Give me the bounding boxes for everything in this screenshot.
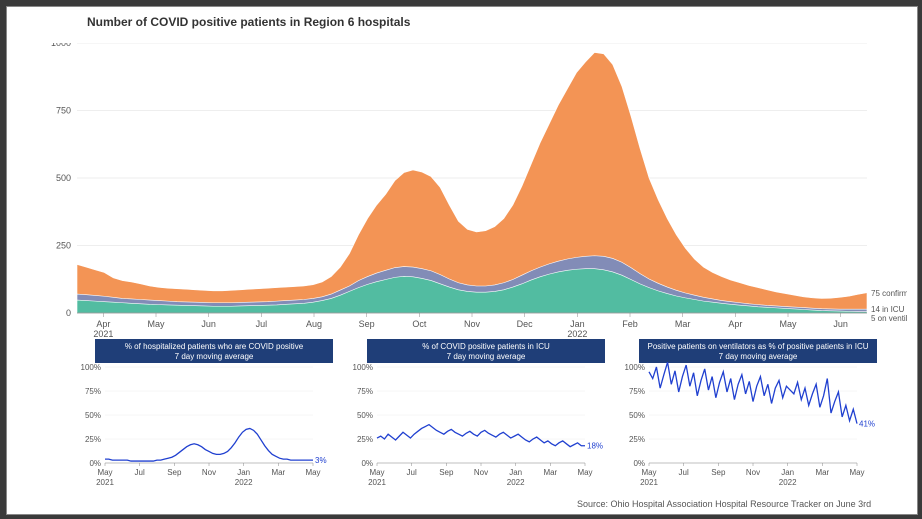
svg-text:Sep: Sep <box>439 468 454 477</box>
small-chart-0: % of hospitalized patients who are COVID… <box>77 339 333 489</box>
svg-text:Sep: Sep <box>359 319 375 329</box>
svg-text:May: May <box>577 468 592 477</box>
svg-text:2022: 2022 <box>567 329 587 339</box>
svg-text:Jul: Jul <box>256 319 268 329</box>
svg-text:May: May <box>97 468 112 477</box>
svg-text:100%: 100% <box>353 363 373 372</box>
svg-text:Dec: Dec <box>517 319 534 329</box>
svg-text:Oct: Oct <box>412 319 427 329</box>
svg-text:250: 250 <box>56 241 71 251</box>
svg-text:May: May <box>305 468 320 477</box>
svg-text:50%: 50% <box>629 411 645 420</box>
small-chart-2: Positive patients on ventilators as % of… <box>621 339 877 489</box>
svg-text:May: May <box>147 319 165 329</box>
svg-text:75%: 75% <box>629 387 645 396</box>
svg-text:18%: 18% <box>587 442 603 451</box>
svg-text:25%: 25% <box>357 435 373 444</box>
svg-text:Apr: Apr <box>96 319 110 329</box>
svg-text:14 in ICU: 14 in ICU <box>871 305 905 314</box>
svg-text:2021: 2021 <box>93 329 113 339</box>
svg-text:Mar: Mar <box>543 468 557 477</box>
svg-text:2021: 2021 <box>368 478 386 487</box>
svg-text:2021: 2021 <box>96 478 114 487</box>
svg-text:Jan: Jan <box>237 468 250 477</box>
svg-text:Nov: Nov <box>464 319 481 329</box>
svg-text:1000: 1000 <box>51 43 71 48</box>
svg-text:Jan: Jan <box>509 468 522 477</box>
svg-text:Jun: Jun <box>833 319 848 329</box>
svg-text:3%: 3% <box>315 456 327 465</box>
svg-text:75 confirmed: 75 confirmed <box>871 289 907 298</box>
svg-text:Jul: Jul <box>407 468 417 477</box>
svg-text:0%: 0% <box>89 459 101 468</box>
svg-text:2022: 2022 <box>779 478 797 487</box>
svg-text:Jan: Jan <box>781 468 794 477</box>
chart-title: Number of COVID positive patients in Reg… <box>87 15 410 29</box>
svg-text:0%: 0% <box>361 459 373 468</box>
svg-text:100%: 100% <box>81 363 101 372</box>
chart-panel: { "title": { "text": "Number of COVID po… <box>6 6 918 515</box>
svg-text:Aug: Aug <box>306 319 322 329</box>
svg-text:25%: 25% <box>85 435 101 444</box>
svg-text:Mar: Mar <box>675 319 691 329</box>
svg-text:May: May <box>369 468 384 477</box>
source-text: Source: Ohio Hospital Association Hospit… <box>577 499 871 509</box>
svg-text:Mar: Mar <box>271 468 285 477</box>
svg-text:2021: 2021 <box>640 478 658 487</box>
svg-text:25%: 25% <box>629 435 645 444</box>
svg-text:500: 500 <box>56 173 71 183</box>
svg-text:75%: 75% <box>85 387 101 396</box>
svg-text:2022: 2022 <box>235 478 253 487</box>
svg-text:May: May <box>849 468 864 477</box>
svg-text:% of hospitalized patients who: % of hospitalized patients who are COVID… <box>125 342 304 351</box>
svg-text:Apr: Apr <box>728 319 742 329</box>
svg-text:750: 750 <box>56 106 71 116</box>
svg-text:Nov: Nov <box>474 468 488 477</box>
svg-text:Jan: Jan <box>570 319 585 329</box>
svg-text:Nov: Nov <box>746 468 760 477</box>
svg-text:0%: 0% <box>633 459 645 468</box>
svg-text:100%: 100% <box>625 363 645 372</box>
svg-text:Jun: Jun <box>201 319 216 329</box>
svg-text:Jul: Jul <box>135 468 145 477</box>
svg-text:5 on ventilators: 5 on ventilators <box>871 314 907 323</box>
svg-text:Mar: Mar <box>815 468 829 477</box>
svg-text:50%: 50% <box>85 411 101 420</box>
svg-text:Jul: Jul <box>679 468 689 477</box>
svg-text:7 day moving average: 7 day moving average <box>175 352 254 361</box>
small-chart-1: % of COVID positive patients in ICU7 day… <box>349 339 605 489</box>
main-area-chart: 0 250 500 750 1000 Apr May Jun Jul Aug Sep Oct Nov De… <box>37 43 907 353</box>
svg-text:0: 0 <box>66 308 71 318</box>
svg-text:Feb: Feb <box>622 319 638 329</box>
svg-text:Sep: Sep <box>167 468 182 477</box>
svg-text:Nov: Nov <box>202 468 216 477</box>
svg-text:7 day moving average: 7 day moving average <box>719 352 798 361</box>
svg-text:May: May <box>641 468 656 477</box>
svg-text:2022: 2022 <box>507 478 525 487</box>
svg-text:75%: 75% <box>357 387 373 396</box>
svg-text:7 day moving average: 7 day moving average <box>447 352 526 361</box>
svg-text:% of COVID positive patients i: % of COVID positive patients in ICU <box>422 342 550 351</box>
svg-text:50%: 50% <box>357 411 373 420</box>
svg-text:Positive patients on ventilato: Positive patients on ventilators as % of… <box>648 342 869 351</box>
svg-text:Sep: Sep <box>711 468 726 477</box>
svg-text:May: May <box>779 319 797 329</box>
svg-text:41%: 41% <box>859 420 875 429</box>
